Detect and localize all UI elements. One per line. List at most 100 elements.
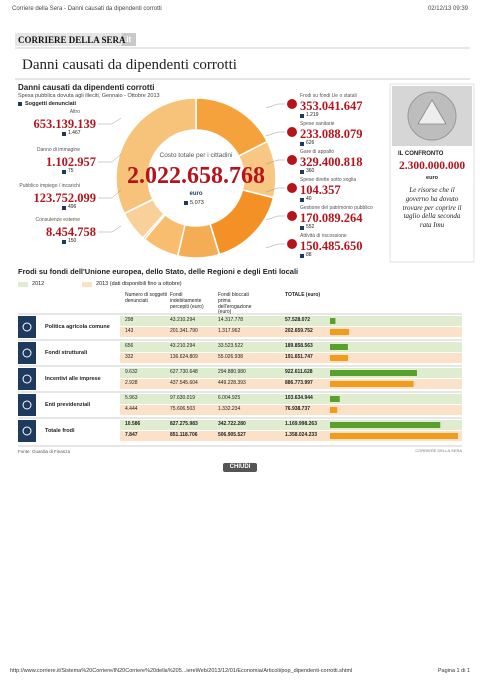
credit: CORRIERE DELLA SERA — [415, 448, 462, 453]
reported-icon — [62, 132, 66, 136]
footer-url: http://www.corriere.it/Sistema%20Corrier… — [10, 668, 353, 674]
infographic-title: Danni causati da dipendenti corrotti — [18, 83, 155, 92]
item-amount: 1.102.957 — [46, 155, 96, 169]
total-bar — [330, 355, 349, 361]
item-amount: 8.454.758 — [46, 225, 96, 239]
cell: 922.611.628 — [285, 369, 313, 375]
column-header: Fondi indebitamente percepiti (euro) — [170, 292, 204, 310]
row-icon — [18, 394, 36, 416]
cell: 342.722.280 — [218, 421, 246, 427]
cell: 55.026.938 — [218, 354, 244, 360]
cell: 202.659.752 — [285, 328, 313, 334]
leader-line — [98, 153, 122, 163]
reported-icon — [62, 240, 66, 244]
leader-line — [98, 225, 122, 233]
comparison-amount: 2.300.000.000 — [398, 160, 466, 172]
page-title: Danni causati da dipendenti corrotti — [22, 57, 237, 73]
total-bar — [330, 318, 336, 324]
logo-bg — [15, 33, 125, 46]
infographic-subtitle: Spesa pubblica dovuta agli illeciti, Gen… — [18, 93, 160, 99]
total-bar — [330, 407, 338, 413]
item-reported: 40 — [306, 196, 312, 202]
leader-line — [265, 215, 285, 221]
comparison-unit: euro — [426, 175, 438, 181]
row-bg — [120, 405, 462, 415]
row-icon — [18, 316, 36, 338]
legend-label: 2012 — [32, 281, 45, 287]
item-label: Gare di appalto — [300, 149, 335, 155]
legend-swatch — [18, 282, 28, 287]
center-reported: 5.073 — [190, 200, 204, 206]
cell: 33.523.522 — [218, 343, 244, 349]
cell: 294.880.980 — [218, 369, 246, 375]
cell: 2.928 — [125, 380, 138, 386]
row-bg — [120, 420, 462, 430]
legend-label: Soggetti denunciati — [25, 101, 77, 107]
row-icon — [18, 420, 36, 442]
cell: 43.210.294 — [170, 343, 196, 349]
cell: 656 — [125, 343, 134, 349]
cell: 627.730.648 — [170, 369, 198, 375]
row-label: Politica agricola comune — [45, 324, 110, 330]
item-reported: 1.467 — [68, 130, 81, 136]
item-label: Pubblico impiego / incarichi — [19, 183, 80, 189]
item-reported: 496 — [68, 204, 77, 210]
cell: 97.630.019 — [170, 395, 196, 401]
item-label: Frodi su fondi Ue o statali — [300, 93, 357, 99]
row-bg — [120, 368, 462, 378]
cell: 332 — [125, 354, 134, 360]
item-reported: 626 — [306, 140, 315, 146]
reported-icon — [300, 226, 304, 230]
leader-line — [265, 103, 285, 109]
column-header: Numero di soggetti denunciati — [125, 292, 167, 304]
center-unit: euro — [189, 191, 203, 197]
table-title: Frodi su fondi dell'Unione europea, dell… — [18, 267, 299, 276]
cell: 827.275.983 — [170, 421, 198, 427]
logo-suffix-bg — [122, 33, 136, 46]
item-icon — [287, 183, 297, 193]
cell: 7.847 — [125, 432, 138, 438]
row-bg — [120, 379, 462, 389]
source: Fonte: Guardia di Finanza — [18, 449, 71, 454]
row-label: Fondi strutturali — [45, 350, 88, 356]
cell: 10.586 — [125, 421, 141, 427]
cell: 851.118.706 — [170, 432, 198, 438]
row-bg — [120, 316, 462, 326]
cell: 1.169.998.263 — [285, 421, 317, 427]
cell: 75.606.503 — [170, 406, 196, 412]
leader-line — [265, 159, 285, 165]
cell: 4.444 — [125, 406, 138, 412]
item-amount: 104.357 — [300, 183, 341, 197]
close-button[interactable]: CHIUDI — [223, 463, 257, 472]
item-icon — [287, 211, 297, 221]
center-label: Costo totale per i cittadini — [159, 152, 233, 159]
browser-title: Corriere della Sera - Danni causati da d… — [12, 6, 162, 12]
reported-icon — [62, 170, 66, 174]
cell: 76.938.737 — [285, 406, 311, 412]
item-label: Spese dirette sotto soglia — [300, 177, 357, 183]
cell: 5.963 — [125, 395, 138, 401]
cell: 43.210.294 — [170, 317, 196, 323]
item-reported: 360 — [306, 168, 315, 174]
item-reported: 88 — [306, 252, 312, 258]
reported-icon — [62, 206, 66, 210]
total-bar — [330, 370, 417, 376]
item-reported: 75 — [68, 168, 74, 174]
row-bg — [120, 353, 462, 363]
footer-page: Pagina 1 di 1 — [437, 668, 470, 674]
cell: 9.632 — [125, 369, 138, 375]
row-bg — [120, 394, 462, 404]
row-icon-glyph — [22, 322, 32, 332]
emblem-star — [417, 99, 447, 125]
cell: 6.004.925 — [218, 395, 241, 401]
cell: 1.332.234 — [218, 406, 241, 412]
item-label: Spese sanitarie — [300, 121, 335, 127]
center-total: 2.022.658.768 — [127, 163, 265, 189]
item-reported: 1.219 — [306, 112, 319, 118]
reported-icon — [300, 254, 304, 258]
leader-line — [98, 189, 122, 199]
item-label: Altro — [69, 109, 80, 115]
browser-datetime: 02/12/13 09:39 — [427, 6, 468, 12]
